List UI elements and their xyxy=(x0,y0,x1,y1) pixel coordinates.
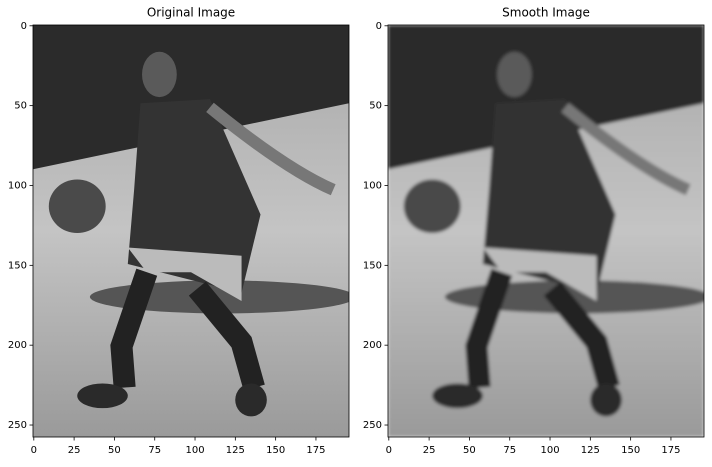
x-tick-label: 0 xyxy=(31,445,37,456)
y-tick-label: 250 xyxy=(8,420,27,431)
x-tick-label: 150 xyxy=(266,445,285,456)
axes-frame xyxy=(32,24,350,438)
y-tick-label: 0 xyxy=(21,21,27,32)
torso xyxy=(127,99,261,293)
leg-right xyxy=(543,281,620,391)
image xyxy=(33,25,349,437)
shorts-light xyxy=(127,247,242,302)
background-crowd xyxy=(33,25,349,170)
y-tick-label: 100 xyxy=(8,180,27,191)
background-crowd xyxy=(388,25,704,170)
shoe-right xyxy=(590,383,622,417)
x-tick-label: 50 xyxy=(463,445,476,456)
axes: Smooth Image 0 25 50 75 100 125 150 175 0 50 100 150… xyxy=(363,6,705,456)
axes-title: Smooth Image xyxy=(502,6,590,20)
head xyxy=(142,51,177,98)
x-tick-label: 125 xyxy=(581,445,600,456)
shoe-left xyxy=(77,383,128,409)
image xyxy=(388,25,704,437)
shoe-left xyxy=(432,383,483,409)
x-tick-label: 75 xyxy=(503,445,516,456)
y-tick-label: 100 xyxy=(363,180,382,191)
image-content xyxy=(388,25,704,437)
image-content xyxy=(33,25,349,437)
x-tick-label: 75 xyxy=(148,445,161,456)
x-tick-label: 50 xyxy=(108,445,121,456)
y-tick-label: 150 xyxy=(8,260,27,271)
axes-frame xyxy=(387,24,705,438)
x-tick-label: 100 xyxy=(540,445,559,456)
court-logo xyxy=(444,280,704,314)
y-tick-label: 250 xyxy=(363,420,382,431)
x-tick-label: 0 xyxy=(386,445,392,456)
ball xyxy=(48,179,106,234)
y-tick-label: 200 xyxy=(8,340,27,351)
shorts-light xyxy=(482,247,597,302)
x-tick-label: 25 xyxy=(423,445,436,456)
leg-right xyxy=(188,281,265,391)
court-logo xyxy=(89,280,349,314)
arm xyxy=(206,102,336,196)
axes-title: Original Image xyxy=(147,6,235,20)
x-tick-label: 25 xyxy=(68,445,81,456)
x-tick-label: 175 xyxy=(661,445,680,456)
axes: Original Image 0 25 50 75 100 125 150 175 0 50 100 1… xyxy=(8,6,350,456)
shoe-right xyxy=(235,383,267,417)
head xyxy=(497,51,532,98)
leg-left xyxy=(110,268,158,389)
ball xyxy=(403,179,461,234)
leg-left xyxy=(465,268,513,389)
x-tick-label: 125 xyxy=(226,445,245,456)
x-tick-label: 175 xyxy=(306,445,325,456)
x-tick-label: 100 xyxy=(185,445,204,456)
torso xyxy=(482,99,616,293)
y-tick-label: 50 xyxy=(14,101,27,112)
y-tick-label: 200 xyxy=(363,340,382,351)
y-tick-label: 50 xyxy=(369,101,382,112)
y-tick-label: 0 xyxy=(376,21,382,32)
y-tick-label: 150 xyxy=(363,260,382,271)
x-tick-label: 150 xyxy=(621,445,640,456)
arm xyxy=(561,102,691,196)
